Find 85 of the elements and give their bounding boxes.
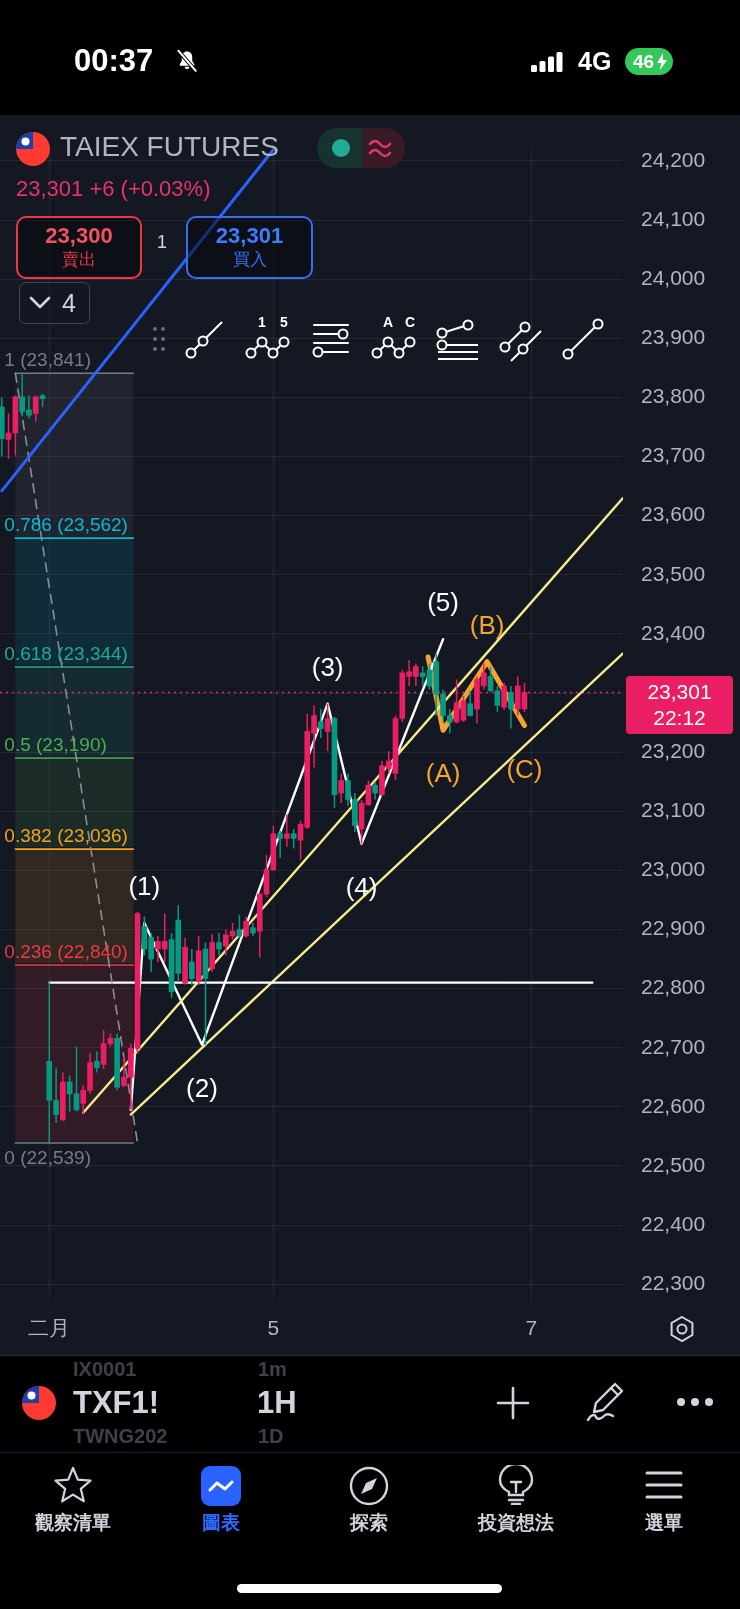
series-label: 0.618 (23,344) [4,643,128,665]
text: 觀察清單 [35,1512,111,1534]
series-label: 0 (22,539) [4,1146,91,1168]
candlestick [243,915,249,939]
series-label: 0.382 (23,036) [4,825,128,847]
annotation: 賣出 [62,250,96,270]
candlestick [284,813,290,848]
y-tick-label: 23,800 [641,384,706,408]
series-label: 0.5 (23,190) [4,734,107,756]
candlestick [290,828,297,850]
candlestick [277,830,283,859]
annotation: (4) [345,871,378,902]
text: 1m [258,1358,287,1381]
text: IX0001 [73,1358,137,1381]
candlestick [100,1029,107,1070]
candlestick [216,932,222,957]
y-tick-label: 23,600 [641,502,706,526]
text: 探索 [350,1512,388,1534]
annotation: 買入 [232,250,267,270]
annotation: (A) [425,758,461,789]
annotation: C [405,314,416,330]
text: TWNG202 [73,1425,168,1448]
text: 4G [578,47,612,76]
x-tick-label: 5 [267,1316,280,1340]
sell-button: 23,300 賣出 [16,216,142,279]
y-tick-label: 24,100 [641,206,706,230]
candlestick [508,685,514,730]
candlestick [460,695,467,723]
y-tick-label: 22,400 [641,1211,706,1235]
y-tick-label: 22,800 [641,975,706,999]
x-tick-label: 二月 [28,1316,71,1340]
candlestick [494,685,501,713]
buy-button: 23,301 買入 [186,216,313,279]
y-tick-label: 22,600 [641,1093,706,1117]
y-tick-label: 24,000 [641,266,706,289]
annotation: (C) [506,753,543,784]
y-tick-label: 22,500 [641,1152,706,1176]
annotation: 1 [258,314,266,330]
candlestick [501,682,507,711]
candlestick [324,702,331,752]
text: 00:37 [74,43,154,79]
annotation: (2) [186,1072,218,1103]
text: 投資想法 [478,1512,554,1534]
chart-title: TAIEX FUTURES [60,131,279,164]
candlestick [317,708,324,739]
annotation: (3) [311,651,344,682]
annotation: (5) [427,587,459,618]
x-tick-label: 7 [525,1316,538,1340]
battery-icon: 46 [625,48,673,75]
y-tick-label: 22,300 [641,1271,706,1295]
annotation: (B) [469,609,505,640]
text: TXF1! [73,1385,160,1421]
y-tick-label: 22,900 [641,916,706,940]
y-tick-label: 24,200 [641,147,706,171]
series-label: 0.786 (23,562) [4,514,128,536]
annotation: A [383,314,394,330]
y-tick-label: 22,700 [641,1034,706,1058]
text: 圖表 [202,1512,240,1534]
annotation: 23,300 [45,223,113,248]
candlestick [94,1050,100,1074]
candlestick [188,948,195,986]
y-tick-label: 23,000 [641,857,706,881]
annotation: 4 [62,289,76,317]
y-tick-label: 23,700 [641,443,706,467]
annotation: 5 [280,314,288,330]
series-label: 0.236 (22,840) [4,940,128,962]
annotation: 23,301 [215,223,284,248]
y-tick-label: 23,100 [641,798,706,822]
text: 1H [257,1385,297,1421]
annotation: 1 [157,232,168,253]
annotation: (1) [128,871,161,902]
candlestick [338,772,344,804]
y-tick-label: 23,200 [641,738,706,762]
dropdown-button: 4 [19,282,90,324]
series-label: 1 (23,841) [4,349,91,371]
text: 23,301 +6 (+0.03%) [16,176,211,202]
y-tick-label: 23,400 [641,620,706,644]
ref-line-label: 23,301 [647,680,712,705]
y-tick-label: 23,500 [641,561,706,585]
candlestick [467,689,473,718]
y-tick-label: 23,900 [641,325,706,349]
text: 22:12 [653,706,706,731]
text: 1D [258,1425,284,1448]
candlestick [32,394,39,423]
text: 選單 [645,1512,683,1534]
